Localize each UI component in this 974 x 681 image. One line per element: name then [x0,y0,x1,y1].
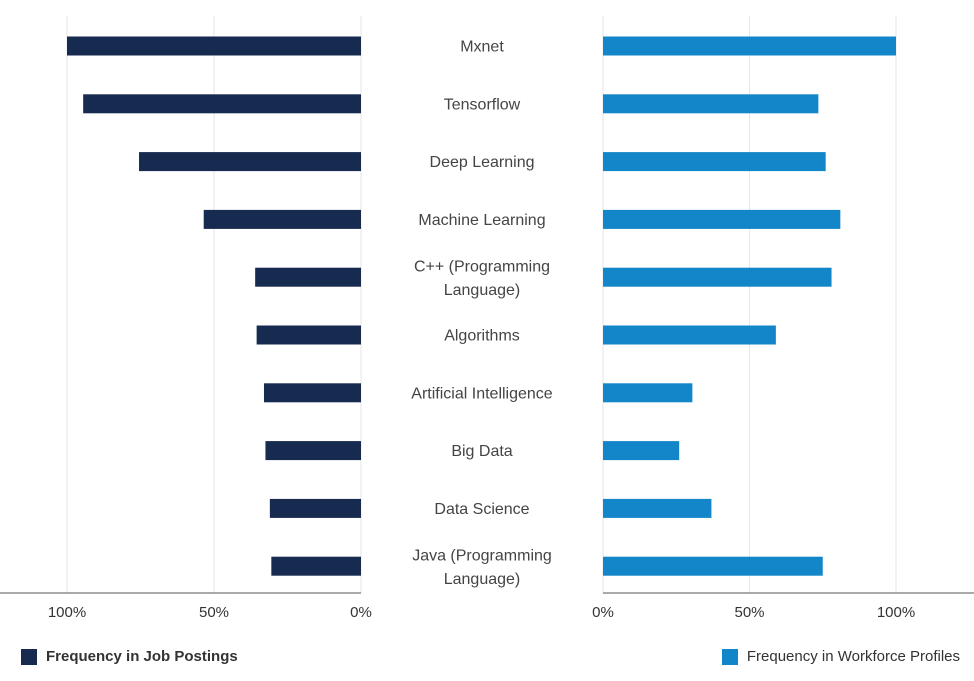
legend-swatch-workforce-profiles [721,648,738,665]
category-label: Tensorflow [444,96,521,113]
bar-workforce-profiles[interactable] [603,325,776,345]
category-label: Data Science [434,501,529,518]
bar-job-postings[interactable] [255,267,361,287]
legend-label-job-postings: Frequency in Job Postings [46,648,238,665]
bar-job-postings[interactable] [269,498,361,518]
bar-job-postings[interactable] [263,383,361,403]
category-label: Big Data [451,443,512,460]
legend-job-postings[interactable]: Frequency in Job Postings [21,648,238,665]
category-labels: Mxnet Tensorflow Deep Learning Machine Lear… [411,39,553,588]
bar-job-postings[interactable] [203,209,361,229]
bar-workforce-profiles[interactable] [603,209,841,229]
bar-workforce-profiles[interactable] [603,152,826,172]
bars [67,36,896,576]
bar-workforce-profiles[interactable] [603,556,823,576]
bar-job-postings[interactable] [265,441,361,461]
category-label: Mxnet [460,39,504,56]
tick-label-left: 0% [350,604,372,621]
category-label: Artificial Intelligence [411,385,553,402]
category-label: C++ (Programming Language) [414,259,550,299]
bar-workforce-profiles[interactable] [603,383,693,403]
bar-job-postings[interactable] [67,36,361,56]
tick-label-right: 100% [877,604,915,621]
category-label: Deep Learning [430,154,535,171]
legend-swatch-job-postings [21,648,37,665]
tick-label-right: 0% [592,604,614,621]
bar-workforce-profiles[interactable] [603,498,712,518]
category-label: Java (Programming Language) [412,548,552,588]
bar-job-postings[interactable] [83,94,362,114]
tick-label-left: 100% [48,604,86,621]
tick-labels: 100% 50% 0% 0% 50% 100% [48,604,915,621]
legend-label-workforce-profiles: Frequency in Workforce Profiles [746,648,960,665]
bar-workforce-profiles[interactable] [603,441,680,461]
bar-workforce-profiles[interactable] [603,267,832,287]
category-label: Algorithms [444,328,520,345]
tick-label-right: 50% [734,604,764,621]
bar-job-postings[interactable] [271,556,361,576]
bar-workforce-profiles[interactable] [603,36,896,56]
category-label: Machine Learning [418,212,545,229]
legend-workforce-profiles[interactable]: Frequency in Workforce Profiles [721,648,960,665]
tick-label-left: 50% [199,604,229,621]
bar-job-postings[interactable] [139,152,361,172]
bar-job-postings[interactable] [256,325,361,345]
bar-workforce-profiles[interactable] [603,94,819,114]
